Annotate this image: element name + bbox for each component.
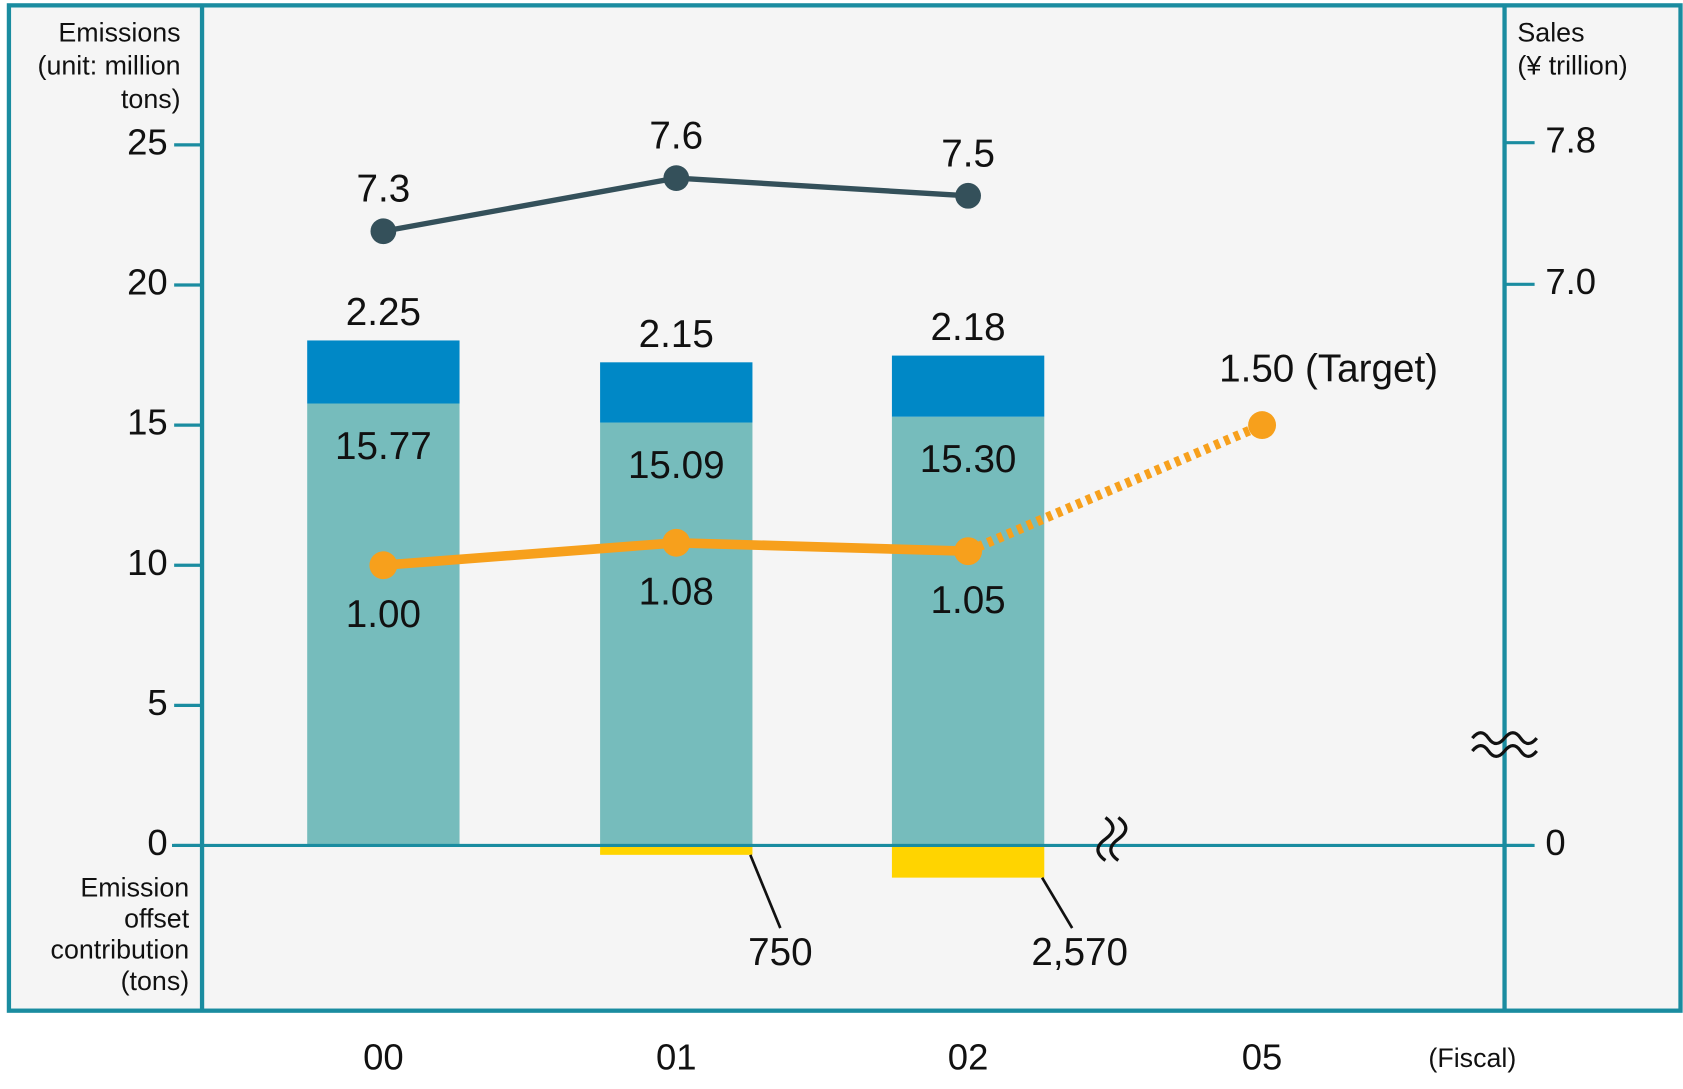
point-label: 7.5 [941, 132, 995, 175]
bar-segment [891, 355, 1045, 417]
y-tick-label: 10 [127, 542, 168, 583]
x-tick-label: 05 [1242, 1037, 1283, 1078]
offset-axis-label: contribution [51, 935, 190, 965]
x-tick-label: 00 [363, 1037, 404, 1078]
y2-axis-label: (¥ trillion) [1517, 51, 1627, 81]
point [662, 528, 691, 557]
bar-segment [307, 403, 460, 846]
bar-segment [600, 422, 753, 846]
bar-label: 2.25 [346, 291, 421, 334]
offset-label: 750 [748, 931, 812, 974]
axis-break [1096, 816, 1128, 862]
offset-bar [600, 845, 753, 855]
frame [6, 3, 1683, 1013]
x-tick-label: 01 [656, 1037, 697, 1078]
y-axis-label: (unit: million [38, 51, 181, 81]
point [663, 165, 690, 191]
y-tick-label: 5 [147, 682, 167, 723]
bar-label: 15.30 [920, 438, 1017, 481]
point [370, 218, 397, 245]
point [1248, 411, 1277, 440]
point-label: 1.08 [639, 570, 714, 613]
offset-label: 2,570 [1031, 931, 1128, 974]
y-axis-label: Emissions [58, 17, 180, 47]
offset-axis-label: (tons) [121, 966, 190, 996]
y-tick-label: 25 [127, 121, 168, 162]
bar-segment [891, 416, 1045, 846]
point-label: 1.00 [346, 593, 421, 636]
point [955, 182, 981, 209]
bar-segment [600, 362, 753, 423]
offset-bar [891, 845, 1045, 878]
y-axis-label: tons) [121, 84, 181, 114]
y-tick-label: 0 [147, 822, 167, 863]
point-label: 1.50 (Target) [1219, 348, 1438, 391]
bar-label: 15.77 [335, 425, 432, 468]
bar-label: 15.09 [628, 444, 725, 487]
y2-tick-label: 7.0 [1545, 261, 1596, 302]
point [954, 537, 983, 566]
y2-axis-break [1471, 731, 1538, 758]
x-axis-label: (Fiscal) [1428, 1043, 1516, 1073]
leader-line [1040, 876, 1074, 929]
plot [307, 340, 1074, 929]
point-label: 7.6 [649, 115, 703, 158]
x-tick-label: 02 [948, 1037, 989, 1078]
y2-tick-label: 0 [1545, 822, 1565, 863]
point-label: 7.3 [357, 168, 411, 211]
bar-segment [307, 340, 460, 404]
y2-tick-label: 7.8 [1545, 119, 1596, 160]
leader-line [749, 854, 782, 929]
offset-axis-label: Emission [80, 873, 189, 903]
y-tick-label: 20 [127, 262, 168, 303]
y-tick-label: 15 [127, 402, 168, 443]
y2-axis-label: Sales [1517, 17, 1584, 47]
bar-label: 2.15 [639, 313, 714, 356]
offset-axis-label: offset [124, 904, 190, 934]
point-label: 1.05 [931, 579, 1006, 622]
bar-label: 2.18 [931, 306, 1006, 349]
point [369, 551, 398, 580]
